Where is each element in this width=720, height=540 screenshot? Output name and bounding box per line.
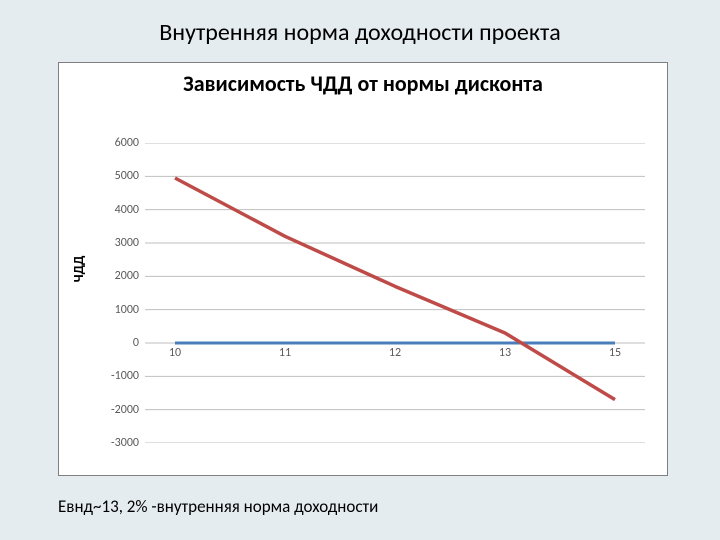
y-tick-label: 3000	[115, 236, 139, 250]
chart-title: Зависимость ЧДД от нормы дисконта	[59, 71, 667, 97]
y-tick-label: -2000	[111, 403, 139, 417]
x-tick-label: 11	[279, 346, 291, 360]
x-tick-label: 10	[169, 346, 181, 360]
y-tick-label: 5000	[115, 169, 139, 183]
x-tick-label: 12	[389, 346, 401, 360]
y-axis-label: ЧДД	[70, 256, 87, 283]
y-tick-label: 4000	[115, 203, 139, 217]
plot-area: 6000500040003000200010000-1000-2000-3000…	[145, 143, 645, 443]
y-tick-label: 0	[133, 336, 139, 350]
footnote-text: Евнд~13, 2% -внутренняя норма доходности	[58, 496, 378, 517]
y-tick-label: -3000	[111, 436, 139, 450]
y-tick-label: 6000	[115, 136, 139, 150]
series-npv-line	[175, 178, 615, 400]
y-tick-label: 2000	[115, 269, 139, 283]
y-tick-label: 1000	[115, 303, 139, 317]
x-tick-label: 15	[609, 346, 621, 360]
x-tick-label: 13	[499, 346, 511, 360]
chart-svg	[145, 143, 645, 443]
y-tick-label: -1000	[111, 369, 139, 383]
slide-title: Внутренняя норма доходности проекта	[0, 18, 720, 47]
chart-container: Зависимость ЧДД от нормы дисконта ЧДД 60…	[58, 62, 668, 476]
